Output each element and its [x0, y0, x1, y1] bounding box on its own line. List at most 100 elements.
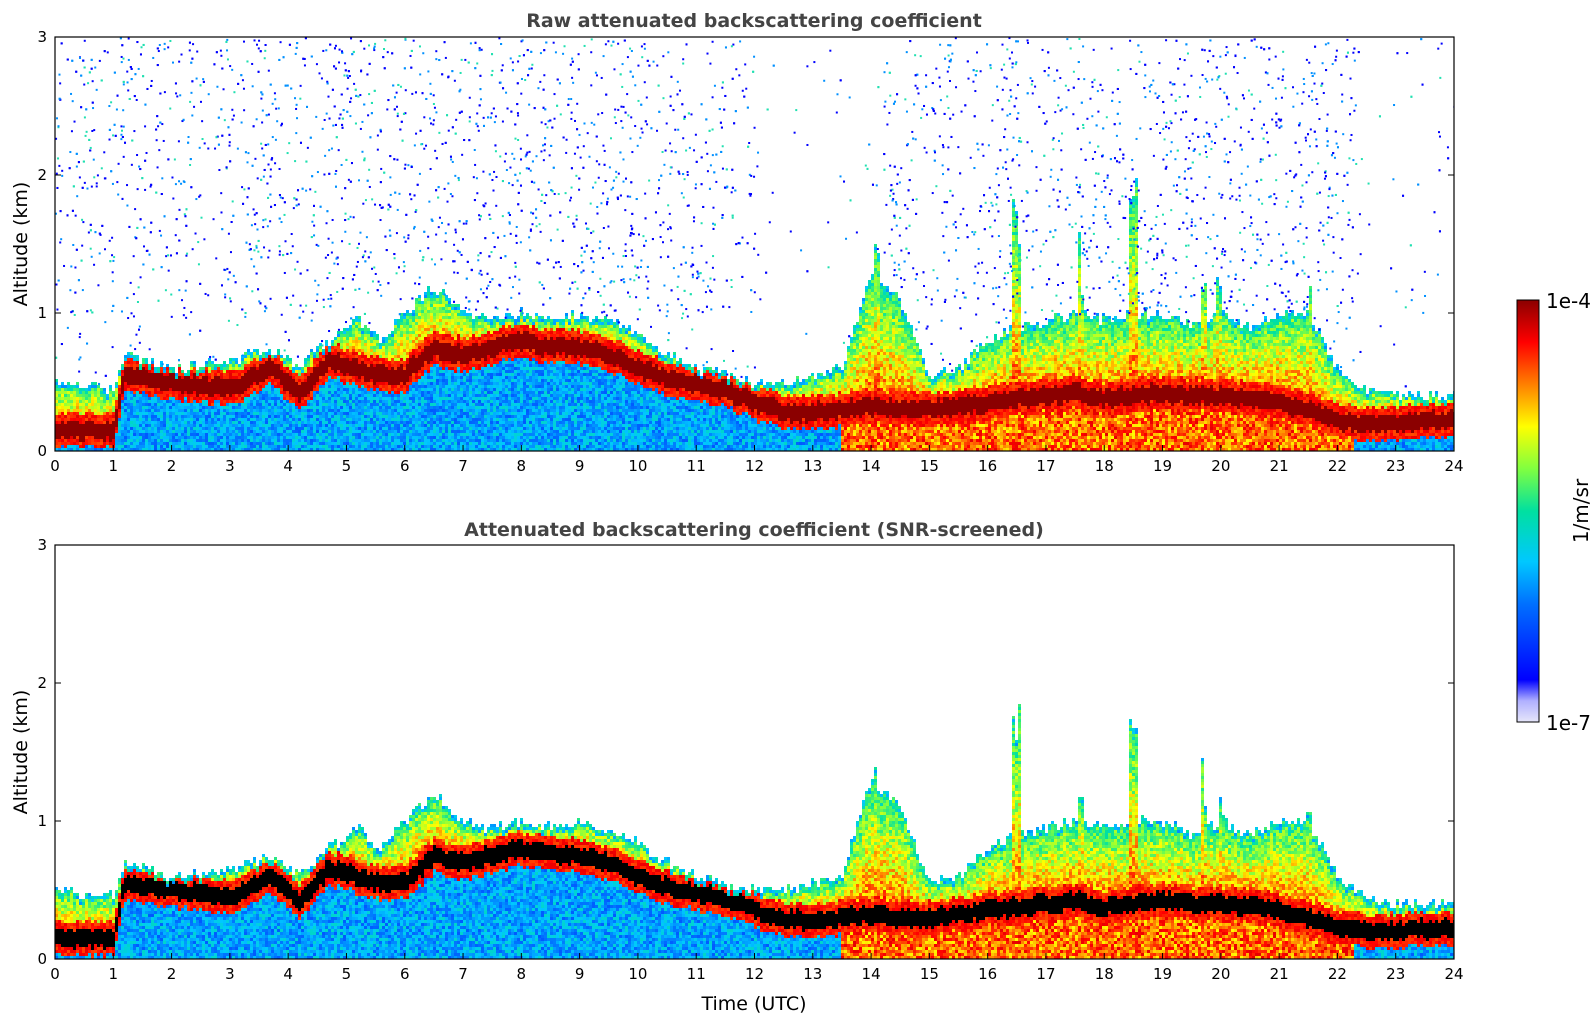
heatmap-cell — [205, 376, 208, 379]
heatmap-cell — [391, 340, 394, 343]
heatmap-cell — [394, 391, 397, 394]
heatmap-cell — [115, 418, 118, 421]
heatmap-cell — [355, 361, 358, 364]
heatmap-cell — [280, 442, 283, 445]
heatmap-cell — [169, 433, 172, 436]
heatmap-cell — [433, 418, 436, 421]
heatmap-cell — [457, 307, 460, 310]
heatmap-cell — [175, 406, 178, 409]
heatmap-cell — [334, 439, 337, 442]
heatmap-cell — [109, 418, 112, 421]
heatmap-cell — [313, 442, 316, 445]
heatmap-cell — [166, 397, 169, 400]
heatmap-cell — [61, 388, 64, 391]
heatmap-cell — [136, 394, 139, 397]
heatmap-cell — [379, 379, 382, 382]
heatmap-cell — [328, 436, 331, 439]
heatmap-cell — [172, 370, 175, 373]
heatmap-cell — [256, 391, 259, 394]
heatmap-cell — [64, 448, 67, 451]
heatmap-cell — [337, 352, 340, 355]
heatmap-cell — [169, 439, 172, 442]
heatmap-cell — [373, 433, 376, 436]
heatmap-cell — [430, 427, 433, 430]
heatmap-cell — [376, 388, 379, 391]
heatmap-cell — [55, 391, 58, 394]
heatmap-cell — [451, 313, 454, 316]
heatmap-cell — [451, 379, 454, 382]
heatmap-cell — [475, 403, 478, 406]
heatmap-cell — [382, 355, 385, 358]
heatmap-cell — [391, 433, 394, 436]
heatmap-cell — [421, 307, 424, 310]
heatmap-cell — [64, 391, 67, 394]
heatmap-cell — [403, 412, 406, 415]
heatmap-cell — [451, 397, 454, 400]
heatmap-cell — [106, 415, 109, 418]
heatmap-cell — [412, 436, 415, 439]
heatmap-cell — [478, 397, 481, 400]
heatmap-cell — [436, 367, 439, 370]
heatmap-cell — [469, 331, 472, 334]
heatmap-cell — [283, 370, 286, 373]
heatmap-cell — [370, 352, 373, 355]
heatmap-cell — [406, 427, 409, 430]
heatmap-cell — [451, 400, 454, 403]
heatmap-cell — [286, 439, 289, 442]
heatmap-cell — [358, 427, 361, 430]
heatmap-cell — [481, 412, 484, 415]
heatmap-cell — [244, 358, 247, 361]
heatmap-cell — [100, 412, 103, 415]
heatmap-cell — [310, 385, 313, 388]
heatmap-cell — [397, 343, 400, 346]
heatmap-cell — [421, 352, 424, 355]
heatmap-cell — [346, 442, 349, 445]
heatmap-cell — [463, 331, 466, 334]
heatmap-cell — [367, 397, 370, 400]
heatmap-cell — [424, 310, 427, 313]
heatmap-cell — [325, 361, 328, 364]
heatmap-cell — [274, 385, 277, 388]
heatmap-cell — [337, 373, 340, 376]
heatmap-cell — [232, 448, 235, 451]
heatmap-cell — [352, 388, 355, 391]
heatmap-cell — [151, 388, 154, 391]
heatmap-cell — [331, 415, 334, 418]
heatmap-cell — [313, 352, 316, 355]
heatmap-cell — [274, 382, 277, 385]
heatmap-cell — [370, 409, 373, 412]
heatmap-cell — [433, 310, 436, 313]
heatmap-cell — [298, 370, 301, 373]
heatmap-cell — [187, 421, 190, 424]
heatmap-cell — [463, 412, 466, 415]
heatmap-cell — [430, 406, 433, 409]
heatmap-cell — [373, 442, 376, 445]
heatmap-cell — [478, 421, 481, 424]
heatmap-cell — [385, 373, 388, 376]
heatmap-cell — [157, 439, 160, 442]
heatmap-cell — [319, 355, 322, 358]
heatmap-cell — [379, 406, 382, 409]
heatmap-cell — [394, 322, 397, 325]
heatmap-cell — [481, 325, 484, 328]
heatmap-cell — [214, 445, 217, 448]
heatmap-cell — [436, 298, 439, 301]
heatmap-cell — [172, 418, 175, 421]
heatmap-cell — [124, 436, 127, 439]
heatmap-cell — [391, 403, 394, 406]
heatmap-cell — [412, 358, 415, 361]
heatmap-cell — [454, 367, 457, 370]
heatmap-cell — [136, 370, 139, 373]
heatmap-cell — [349, 430, 352, 433]
heatmap-cell — [103, 406, 106, 409]
heatmap-cell — [349, 379, 352, 382]
heatmap-cell — [160, 424, 163, 427]
heatmap-cell — [472, 445, 475, 448]
heatmap-cell — [301, 373, 304, 376]
heatmap-cell — [400, 442, 403, 445]
heatmap-cell — [463, 310, 466, 313]
heatmap-cell — [199, 409, 202, 412]
heatmap-cell — [355, 391, 358, 394]
heatmap-cell — [352, 397, 355, 400]
heatmap-cell — [259, 430, 262, 433]
